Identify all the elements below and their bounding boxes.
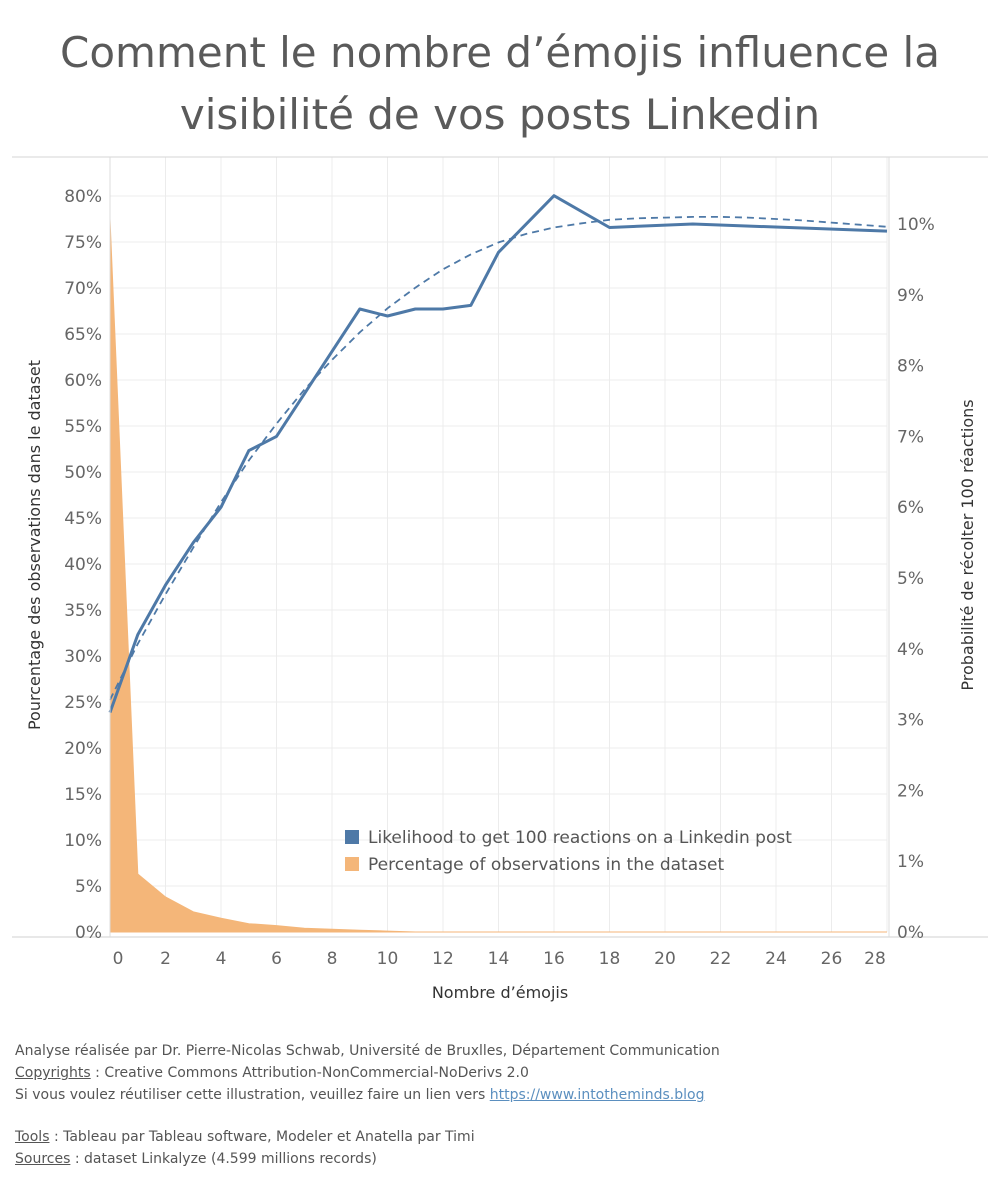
right-tick-label: 7% <box>897 427 924 447</box>
legend-swatch <box>345 830 359 844</box>
percentage-area <box>109 218 887 933</box>
footer-reuse: Si vous voulez réutiliser cette illustra… <box>15 1084 720 1106</box>
x-tick-label: 12 <box>432 949 454 969</box>
right-tick-label: 10% <box>897 215 935 235</box>
left-tick-label: 20% <box>64 739 102 759</box>
tools-label: Tools <box>15 1129 50 1145</box>
right-tick-label: 8% <box>897 357 924 377</box>
x-tick-label: 0 <box>113 949 124 969</box>
intotheminds-link[interactable]: https://www.intotheminds.blog <box>489 1087 705 1103</box>
likelihood-line-layer <box>108 194 888 714</box>
left-tick-label: 0% <box>75 923 102 943</box>
left-axis-label: Pourcentage des observations dans le dat… <box>25 360 44 730</box>
footer-analysis-credit: Analyse réalisée par Dr. Pierre-Nicolas … <box>15 1043 720 1059</box>
left-tick-label: 40% <box>64 555 102 575</box>
chart-title-line-2: visibilité de vos posts Linkedin <box>179 90 821 139</box>
emoji-visibility-chart: 0%5%10%15%20%25%30%35%40%45%50%55%60%65%… <box>12 156 988 1002</box>
x-tick-label: 4 <box>216 949 227 969</box>
footer-notes: Analyse réalisée par Dr. Pierre-Nicolas … <box>15 1040 720 1170</box>
axis-labels: Nombre d’émojis Pourcentage des observati… <box>25 360 977 1002</box>
x-tick-label: 18 <box>599 949 621 969</box>
left-tick-label: 75% <box>64 233 102 253</box>
x-axis-label: Nombre d’émojis <box>432 983 568 1002</box>
x-tick-label: 10 <box>377 949 399 969</box>
x-tick-label: 20 <box>654 949 676 969</box>
chart-title-line-1: Comment le nombre d’émojis influence la <box>60 28 940 77</box>
copyrights-text: : Creative Commons Attribution-NonCommer… <box>90 1065 529 1081</box>
left-tick-label: 25% <box>64 693 102 713</box>
left-tick-label: 70% <box>64 279 102 299</box>
left-tick-label: 10% <box>64 831 102 851</box>
right-tick-label: 5% <box>897 569 924 589</box>
left-tick-label: 65% <box>64 325 102 345</box>
right-tick-label: 2% <box>897 781 924 801</box>
reuse-text: Si vous voulez réutiliser cette illustra… <box>15 1087 490 1103</box>
left-tick-label: 60% <box>64 371 102 391</box>
x-tick-label: 16 <box>543 949 565 969</box>
tick-labels: 0%5%10%15%20%25%30%35%40%45%50%55%60%65%… <box>64 187 935 969</box>
legend-swatch <box>345 857 359 871</box>
chart-title: Comment le nombre d’émojis influence la … <box>0 22 1000 146</box>
footer-copyrights: Copyrights : Creative Commons Attributio… <box>15 1062 720 1084</box>
left-tick-label: 5% <box>75 877 102 897</box>
x-tick-label: 14 <box>488 949 510 969</box>
right-tick-label: 4% <box>897 640 924 660</box>
x-tick-label: 24 <box>765 949 787 969</box>
x-tick-label: 8 <box>327 949 338 969</box>
left-tick-label: 15% <box>64 785 102 805</box>
right-tick-label: 6% <box>897 498 924 518</box>
sources-text: : dataset Linkalyze (4.599 millions reco… <box>70 1151 377 1167</box>
right-tick-label: 3% <box>897 711 924 731</box>
copyrights-label: Copyrights <box>15 1065 91 1081</box>
left-tick-label: 35% <box>64 601 102 621</box>
legend: Likelihood to get 100 reactions on a Lin… <box>345 828 792 875</box>
grid-lines <box>109 157 888 933</box>
legend-item-label: Percentage of observations in the datase… <box>368 855 724 875</box>
right-axis-label: Probabilité de récolter 100 réactions <box>958 399 977 690</box>
left-tick-label: 45% <box>64 509 102 529</box>
x-tick-label: 6 <box>271 949 282 969</box>
x-tick-label: 22 <box>710 949 732 969</box>
footer-tools: Tools : Tableau par Tableau software, Mo… <box>15 1126 720 1148</box>
left-tick-label: 80% <box>64 187 102 207</box>
left-tick-label: 30% <box>64 647 102 667</box>
axes <box>12 156 988 938</box>
legend-item-label: Likelihood to get 100 reactions on a Lin… <box>368 828 792 848</box>
x-tick-label: 2 <box>160 949 171 969</box>
footer-sources: Sources : dataset Linkalyze (4.599 milli… <box>15 1148 720 1170</box>
x-tick-label: 26 <box>821 949 843 969</box>
sources-label: Sources <box>15 1151 71 1167</box>
footer-spacer <box>15 1106 720 1126</box>
percentage-area-layer <box>109 218 888 933</box>
tools-text: : Tableau par Tableau software, Modeler … <box>49 1129 475 1145</box>
right-tick-label: 1% <box>897 852 924 872</box>
right-tick-label: 0% <box>897 923 924 943</box>
right-tick-label: 9% <box>897 286 924 306</box>
left-tick-label: 50% <box>64 463 102 483</box>
x-tick-label: 28 <box>864 949 886 969</box>
left-tick-label: 55% <box>64 417 102 437</box>
